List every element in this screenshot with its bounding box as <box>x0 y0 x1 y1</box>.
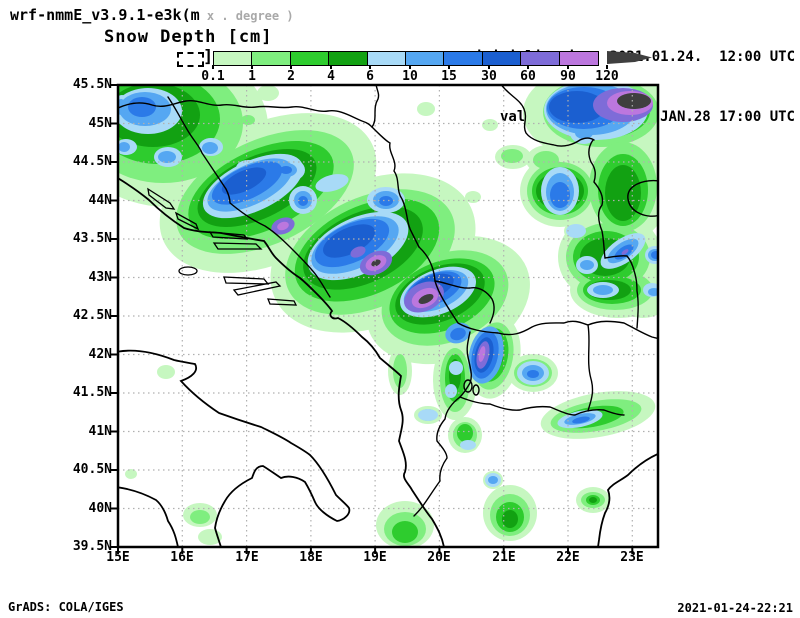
lake-ohrid <box>463 379 473 393</box>
legend-segment <box>290 52 330 65</box>
lat-axis-label: 42N <box>88 346 112 362</box>
snow-layer-over-120cm <box>371 93 651 304</box>
legend-tick <box>290 65 292 69</box>
legend-tick <box>330 65 332 69</box>
italy-coastline-south <box>118 486 179 547</box>
creation-timestamp: 2021-01-24-22:21 <box>677 601 793 615</box>
border-albania-macedonia <box>459 331 472 398</box>
legend-colorbar <box>213 51 599 66</box>
border-drina <box>371 126 420 248</box>
lon-axis-label: 17E <box>235 550 259 565</box>
snow-field <box>118 85 658 547</box>
border-macedonia-greece <box>459 396 625 416</box>
lon-axis-label: 19E <box>363 550 387 565</box>
legend-tick <box>251 65 253 69</box>
lon-axis-label: 20E <box>427 550 451 565</box>
page-title: wrf-nmmE_v3.9.1-e3k(m x . degree ) <box>10 6 294 24</box>
legend-segment <box>405 52 445 65</box>
border-south-chain <box>418 246 658 340</box>
lat-axis-label: 43N <box>88 269 112 285</box>
legend-segment <box>559 52 598 65</box>
legend-label: 30 <box>481 69 497 84</box>
border-macedonia-bulgaria <box>587 324 594 412</box>
legend-segment <box>252 52 291 65</box>
border-danube-loop <box>627 179 658 217</box>
lon-axis-label: 23E <box>620 550 644 565</box>
legend-label: 1 <box>248 69 256 84</box>
legend-label: 2 <box>287 69 295 84</box>
grads-credit: GrADS: COLA/IGES <box>8 600 124 614</box>
legend-label: 4 <box>327 69 335 84</box>
border-croatia-bosnia <box>167 96 331 298</box>
legend-label: 15 <box>441 69 457 84</box>
lat-axis-label: 39.5N <box>72 539 112 554</box>
axis-ticks <box>111 84 634 554</box>
legend-tick <box>606 65 608 69</box>
legend-overflow-arrow <box>607 51 652 64</box>
map-canvas <box>111 83 660 554</box>
border-sava <box>118 99 373 128</box>
map-frame <box>116 83 660 549</box>
gridlines <box>118 85 658 547</box>
legend-label: 60 <box>520 69 536 84</box>
legend-tick <box>212 65 214 69</box>
lat-axis-label: 42.5N <box>72 308 112 323</box>
lon-axis-label: 15E <box>106 550 130 565</box>
border-serbia-bulgaria <box>588 139 639 329</box>
adriatic-islands <box>147 187 298 306</box>
lon-axis-label: 16E <box>170 550 194 565</box>
lat-axis-label: 45.5N <box>72 77 112 92</box>
legend-bracket: ] <box>203 47 214 67</box>
lat-axis-label: 44.5N <box>72 154 112 169</box>
lat-axis-label: 41N <box>88 423 112 439</box>
legend-segment <box>444 52 483 65</box>
map-panel <box>111 83 660 554</box>
legend-label: 10 <box>402 69 418 84</box>
river-danube <box>500 85 595 147</box>
legend-label: 0.1 <box>201 69 225 84</box>
legend-segment <box>367 52 406 65</box>
lat-axis-label: 45N <box>88 115 112 131</box>
field-title: Snow Depth [cm] <box>104 27 273 47</box>
lon-axis-label: 21E <box>492 550 516 565</box>
legend-segment <box>482 52 522 65</box>
legend-segment <box>329 52 368 65</box>
country-borders <box>118 85 658 517</box>
lat-axis-label: 43.5N <box>72 231 112 246</box>
legend-tick <box>488 65 490 69</box>
lake-prespa <box>472 384 480 396</box>
model-title-units: x . degree ) <box>199 9 294 23</box>
border-kosovo <box>434 280 495 324</box>
legend-label: 90 <box>560 69 576 84</box>
legend-segment <box>214 52 253 65</box>
lat-axis-label: 44N <box>88 192 112 208</box>
legend-tick <box>567 65 569 69</box>
legend-label: 6 <box>366 69 374 84</box>
italy-coastline <box>118 349 351 547</box>
lon-axis-label: 18E <box>299 550 323 565</box>
legend-below-min-box <box>177 52 204 67</box>
lat-axis-label: 41.5N <box>72 385 112 400</box>
coastlines <box>118 177 658 547</box>
lon-axis-label: 22E <box>556 550 580 565</box>
legend-label: 120 <box>595 69 619 84</box>
model-title: wrf-nmmE_v3.9.1-e3k(m <box>10 6 200 24</box>
legend-tick <box>527 65 529 69</box>
border-north <box>371 85 380 128</box>
legend-tick <box>369 65 371 69</box>
greek-coastline <box>597 452 658 547</box>
border-albania-greece <box>413 396 461 517</box>
legend-tick <box>448 65 450 69</box>
legend-segment <box>521 52 560 65</box>
legend-tick <box>409 65 411 69</box>
lat-axis-label: 40.5N <box>72 462 112 477</box>
lat-axis-label: 40N <box>88 500 112 516</box>
